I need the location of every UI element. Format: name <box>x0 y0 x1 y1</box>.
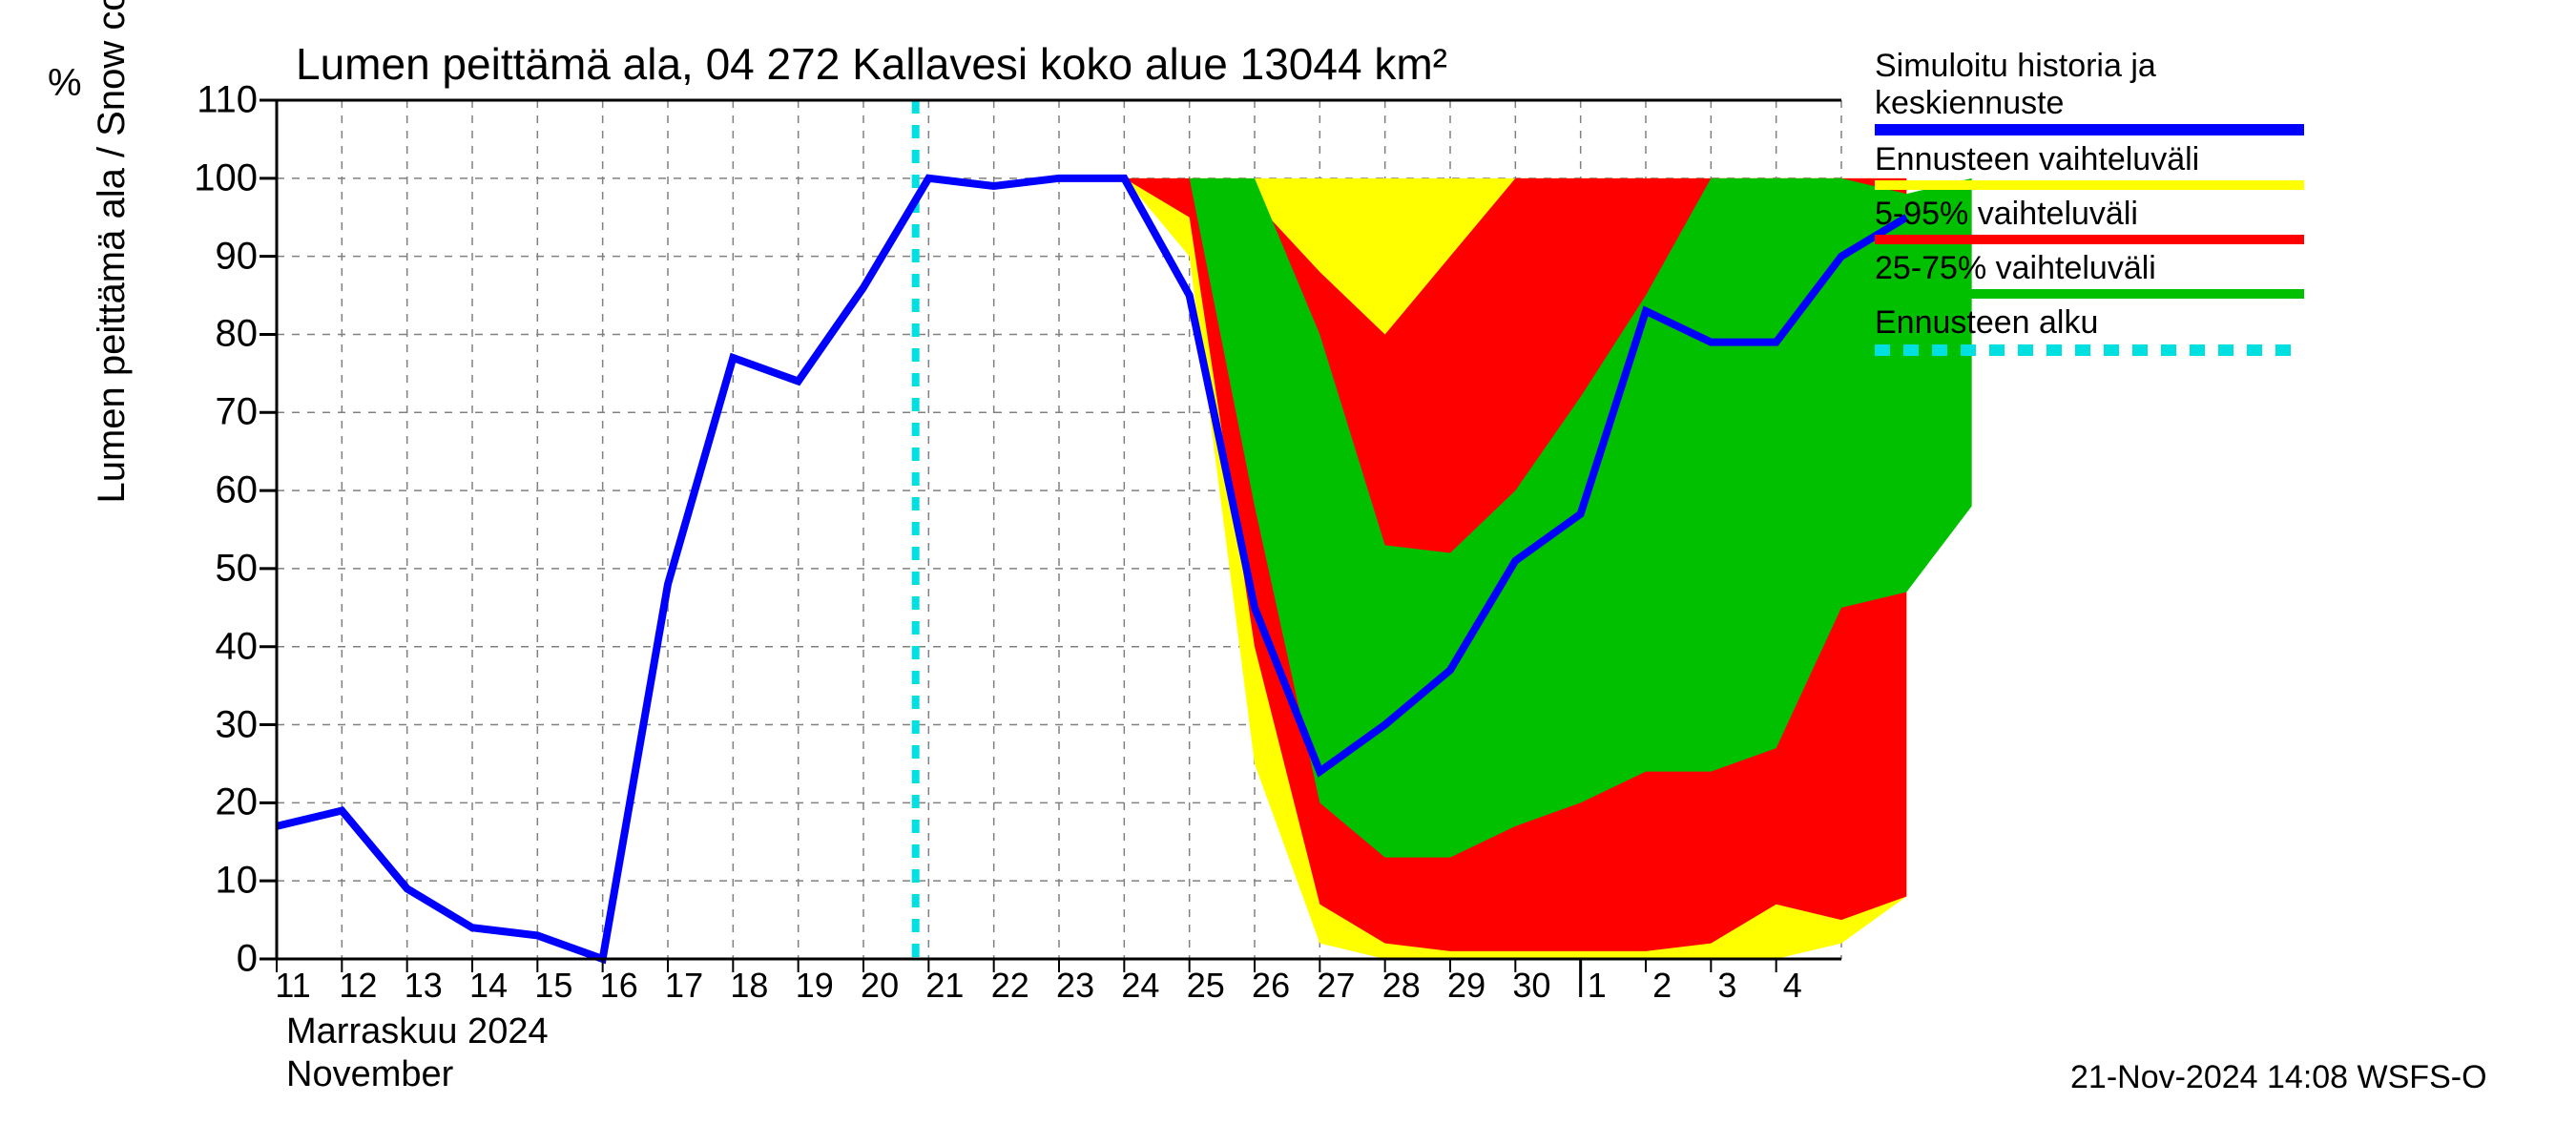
x-tick-label: 24 <box>1121 966 1159 1006</box>
x-tick-label: 2 <box>1652 966 1672 1006</box>
legend-label: Ennusteen alku <box>1875 304 2543 342</box>
x-tick-label: 1 <box>1588 966 1607 1006</box>
y-tick-label: 80 <box>216 313 259 356</box>
x-tick-label: 17 <box>665 966 703 1006</box>
x-tick-label: 26 <box>1252 966 1290 1006</box>
x-tick-label: 30 <box>1512 966 1550 1006</box>
x-tick-label: 25 <box>1187 966 1225 1006</box>
y-tick-label: 50 <box>216 547 259 590</box>
legend-swatch <box>1875 344 2304 356</box>
y-tick-label: 110 <box>197 79 258 122</box>
x-tick-label: 3 <box>1717 966 1736 1006</box>
month-label-en: November <box>286 1054 453 1095</box>
x-tick-label: 18 <box>730 966 768 1006</box>
legend-label: Ennusteen vaihteluväli <box>1875 141 2543 178</box>
legend-item: Ennusteen vaihteluväli <box>1875 141 2543 190</box>
x-tick-label: 4 <box>1783 966 1802 1006</box>
chart-page: Lumen peittämä ala, 04 272 Kallavesi kok… <box>0 0 2576 1145</box>
x-tick-label: 20 <box>861 966 899 1006</box>
y-tick-label: 0 <box>237 938 258 981</box>
footer-timestamp: 21-Nov-2024 14:08 WSFS-O <box>2070 1059 2487 1096</box>
legend-item: Simuloitu historia jakeskiennuste <box>1875 48 2543 135</box>
legend-label: 25-75% vaihteluväli <box>1875 250 2543 287</box>
y-tick-label: 20 <box>216 781 259 824</box>
legend-swatch <box>1875 180 2304 190</box>
x-tick-label: 23 <box>1056 966 1094 1006</box>
y-tick-label: 100 <box>194 156 258 199</box>
x-tick-label: 29 <box>1447 966 1485 1006</box>
x-tick-label: 14 <box>469 966 508 1006</box>
y-tick-label: 40 <box>216 625 259 668</box>
legend: Simuloitu historia jakeskiennuste Ennuste… <box>1875 48 2543 362</box>
month-label-fi: Marraskuu 2024 <box>286 1011 549 1052</box>
x-tick-label: 15 <box>534 966 572 1006</box>
x-tick-label: 11 <box>275 966 310 1006</box>
legend-swatch <box>1875 124 2304 135</box>
legend-label: 5-95% vaihteluväli <box>1875 196 2543 233</box>
x-tick-label: 28 <box>1382 966 1421 1006</box>
legend-item: Ennusteen alku <box>1875 304 2543 355</box>
y-tick-label: 60 <box>216 469 259 512</box>
legend-swatch <box>1875 235 2304 244</box>
y-tick-label: 90 <box>216 235 259 278</box>
x-tick-label: 16 <box>600 966 638 1006</box>
x-tick-label: 19 <box>796 966 834 1006</box>
x-tick-label: 22 <box>991 966 1029 1006</box>
x-tick-label: 12 <box>339 966 377 1006</box>
x-tick-label: 21 <box>925 966 964 1006</box>
y-tick-label: 30 <box>216 703 259 746</box>
x-tick-label: 13 <box>405 966 443 1006</box>
y-tick-label: 70 <box>216 391 259 434</box>
legend-item: 25-75% vaihteluväli <box>1875 250 2543 299</box>
legend-swatch <box>1875 289 2304 299</box>
legend-item: 5-95% vaihteluväli <box>1875 196 2543 244</box>
legend-label: Simuloitu historia jakeskiennuste <box>1875 48 2543 122</box>
x-tick-label: 27 <box>1317 966 1355 1006</box>
y-tick-label: 10 <box>216 860 259 903</box>
